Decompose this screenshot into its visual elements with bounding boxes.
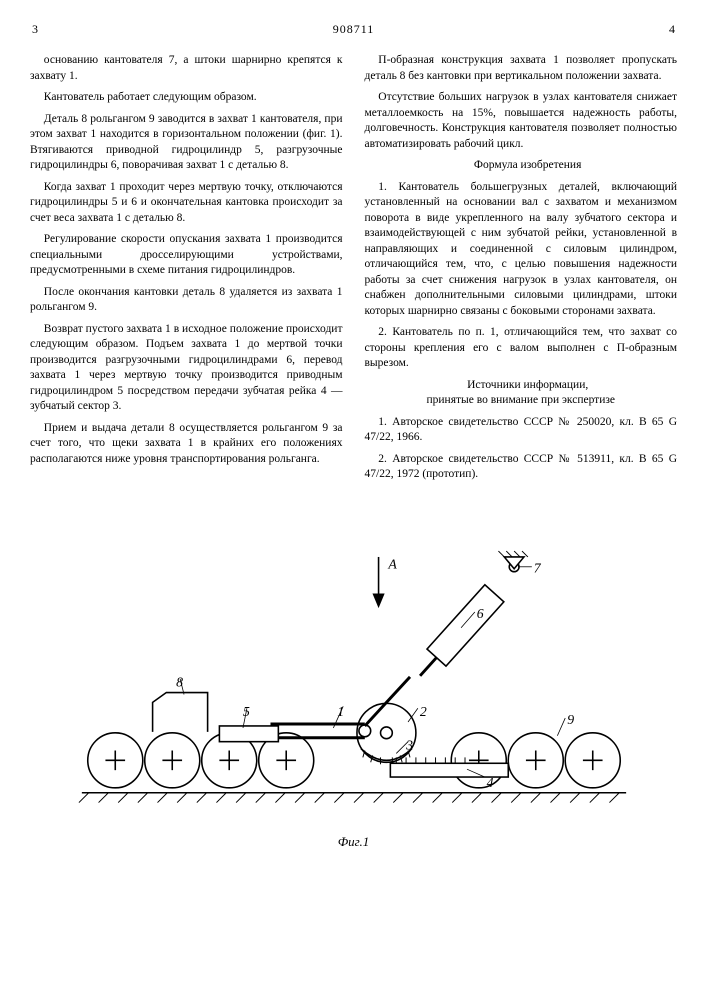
fig-label-4: 4 [486, 775, 493, 790]
claim: 1. Кантователь большегрузных деталей, вк… [365, 180, 678, 320]
fig-label-2: 2 [419, 704, 426, 719]
figure-caption: Фиг.1 [30, 834, 677, 850]
figure-1: 1 2 3 4 5 6 7 8 9 А Фиг.1 [30, 507, 677, 850]
claim: 2. Кантователь по п. 1, отличающийся тем… [365, 325, 678, 372]
page-num-left: 3 [32, 22, 224, 37]
paragraph: П-образная конструкция захвата 1 позволя… [365, 53, 678, 84]
paragraph: После окончания кантовки деталь 8 удаляе… [30, 285, 343, 316]
sources-heading: Источники информации, [365, 378, 678, 394]
fig-label-9: 9 [567, 712, 574, 727]
body-columns: основанию кантователя 7, а штоки шарнирн… [30, 53, 677, 483]
paragraph: Отсутствие больших нагрузок в узлах кант… [365, 90, 678, 152]
paragraph: Возврат пустого захвата 1 в исходное пол… [30, 322, 343, 415]
fig-label-3: 3 [405, 737, 413, 752]
fig-label-A: А [387, 557, 397, 572]
fig-label-7: 7 [533, 561, 541, 576]
figure-svg: 1 2 3 4 5 6 7 8 9 А [74, 507, 634, 827]
paragraph: Кантователь работает следующим образом. [30, 90, 343, 106]
patent-number: 908711 [226, 22, 482, 37]
claims-heading: Формула изобретения [365, 158, 678, 174]
rollers [87, 733, 619, 788]
source-ref: 2. Авторское свидетельство СССР № 513911… [365, 452, 678, 483]
fig-label-6: 6 [476, 606, 483, 621]
page-num-right: 4 [483, 22, 675, 37]
paragraph: Прием и выдача детали 8 осуществляется р… [30, 421, 343, 468]
paragraph: Деталь 8 рольгангом 9 заводится в захват… [30, 112, 343, 174]
source-ref: 1. Авторское свидетельство СССР № 250020… [365, 415, 678, 446]
page-header: 3 908711 4 [30, 20, 677, 39]
paragraph: Когда захват 1 проходит через мертвую то… [30, 180, 343, 227]
paragraph: основанию кантователя 7, а штоки шарнирн… [30, 53, 343, 84]
sources-subheading: принятые во внимание при экспертизе [365, 393, 678, 409]
paragraph: Регулирование скорости опускания захвата… [30, 232, 343, 279]
